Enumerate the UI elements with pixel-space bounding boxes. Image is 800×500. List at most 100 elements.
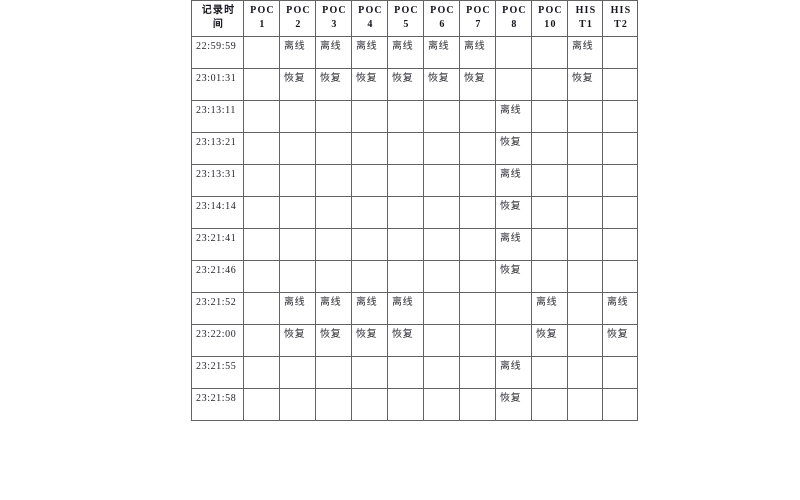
cell-poc5-status xyxy=(387,164,424,197)
cell-poc1-status xyxy=(243,388,280,421)
cell-record-time: 23:21:55 xyxy=(191,356,244,389)
cell-poc10-status xyxy=(531,260,568,293)
cell-record-time: 23:13:11 xyxy=(191,100,244,133)
table-row[interactable]: 23:13:11 离线 xyxy=(191,100,638,133)
cell-poc8-status xyxy=(495,68,532,101)
column-header-hist1[interactable]: HIS T1 xyxy=(567,0,603,37)
column-header-poc5[interactable]: POC 5 xyxy=(387,0,424,37)
cell-poc10-status: 离线 xyxy=(531,292,568,325)
cell-poc5-status xyxy=(387,228,424,261)
cell-poc3-status xyxy=(315,196,352,229)
cell-poc2-status xyxy=(279,356,316,389)
cell-poc8-status: 离线 xyxy=(495,100,532,133)
cell-poc1-status xyxy=(243,132,280,165)
column-header-time[interactable]: 记录时间 xyxy=(191,0,244,37)
cell-hist2-status xyxy=(602,68,638,101)
cell-record-time: 22:59:59 xyxy=(191,36,244,69)
table-body: 22:59:59 离线 离线 离线 离线 离线 离线 离线 23:01:31 恢复 恢复 恢复 恢复 恢复… xyxy=(191,36,638,421)
cell-poc6-status xyxy=(423,164,460,197)
column-header-poc10[interactable]: POC 10 xyxy=(531,0,568,37)
cell-poc3-status xyxy=(315,164,352,197)
cell-poc8-status: 恢复 xyxy=(495,388,532,421)
column-header-line: HIS xyxy=(610,5,632,16)
cell-poc4-status xyxy=(351,196,388,229)
cell-poc3-status xyxy=(315,260,352,293)
cell-poc5-status: 离线 xyxy=(387,292,424,325)
cell-poc6-status xyxy=(423,292,460,325)
column-header-poc2[interactable]: POC 2 xyxy=(279,0,316,37)
cell-poc1-status xyxy=(243,164,280,197)
cell-poc2-status xyxy=(279,388,316,421)
cell-poc4-status: 离线 xyxy=(351,36,388,69)
column-header-poc7[interactable]: POC 7 xyxy=(459,0,496,37)
table-row[interactable]: 23:14:14 恢复 xyxy=(191,196,638,229)
table-row[interactable]: 23:21:58 恢复 xyxy=(191,388,638,421)
cell-poc2-status xyxy=(279,164,316,197)
cell-poc7-status xyxy=(459,196,496,229)
cell-poc2-status: 离线 xyxy=(279,292,316,325)
cell-hist1-status xyxy=(567,388,603,421)
table-row[interactable]: 23:01:31 恢复 恢复 恢复 恢复 恢复 恢复 恢复 xyxy=(191,68,638,101)
column-header-poc4[interactable]: POC 4 xyxy=(351,0,388,37)
cell-record-time: 23:13:21 xyxy=(191,132,244,165)
column-header-line: T2 xyxy=(613,18,629,30)
table-row[interactable]: 22:59:59 离线 离线 离线 离线 离线 离线 离线 xyxy=(191,36,638,69)
cell-poc1-status xyxy=(243,100,280,133)
table-row[interactable]: 23:13:21 恢复 xyxy=(191,132,638,165)
cell-poc7-status xyxy=(459,132,496,165)
column-header-line: HIS xyxy=(575,5,597,16)
cell-record-time: 23:22:00 xyxy=(191,324,244,357)
cell-poc10-status xyxy=(531,228,568,261)
cell-hist1-status xyxy=(567,228,603,261)
column-header-line: 记录时 xyxy=(201,5,236,16)
cell-poc4-status xyxy=(351,260,388,293)
cell-poc6-status xyxy=(423,228,460,261)
cell-poc7-status: 恢复 xyxy=(459,68,496,101)
cell-poc3-status: 恢复 xyxy=(315,324,352,357)
cell-poc4-status xyxy=(351,164,388,197)
cell-record-time: 23:21:52 xyxy=(191,292,244,325)
cell-poc4-status: 恢复 xyxy=(351,68,388,101)
cell-hist2-status: 离线 xyxy=(602,292,638,325)
cell-poc7-status xyxy=(459,100,496,133)
column-header-line: POC xyxy=(466,5,491,16)
column-header-line: 7 xyxy=(475,18,482,30)
cell-poc2-status xyxy=(279,196,316,229)
column-header-line: 3 xyxy=(331,18,338,30)
cell-poc8-status: 恢复 xyxy=(495,132,532,165)
table-row[interactable]: 23:21:41 离线 xyxy=(191,228,638,261)
cell-poc7-status xyxy=(459,228,496,261)
table-row[interactable]: 23:22:00 恢复 恢复 恢复 恢复 恢复 恢复 xyxy=(191,324,638,357)
cell-hist1-status xyxy=(567,132,603,165)
cell-poc10-status xyxy=(531,132,568,165)
cell-poc6-status xyxy=(423,388,460,421)
table-row[interactable]: 23:21:52 离线 离线 离线 离线 离线 离线 xyxy=(191,292,638,325)
table-row[interactable]: 23:21:46 恢复 xyxy=(191,260,638,293)
cell-poc6-status: 离线 xyxy=(423,36,460,69)
table-row[interactable]: 23:21:55 离线 xyxy=(191,356,638,389)
column-header-line: 4 xyxy=(367,18,374,30)
cell-poc2-status: 恢复 xyxy=(279,68,316,101)
cell-poc3-status: 离线 xyxy=(315,292,352,325)
column-header-poc3[interactable]: POC 3 xyxy=(315,0,352,37)
column-header-hist2[interactable]: HIS T2 xyxy=(602,0,638,37)
column-header-line: 间 xyxy=(212,18,225,30)
cell-poc8-status: 离线 xyxy=(495,164,532,197)
cell-poc1-status xyxy=(243,292,280,325)
column-header-poc6[interactable]: POC 6 xyxy=(423,0,460,37)
column-header-line: POC xyxy=(430,5,455,16)
cell-poc6-status xyxy=(423,100,460,133)
cell-poc5-status: 恢复 xyxy=(387,68,424,101)
cell-record-time: 23:13:31 xyxy=(191,164,244,197)
table-row[interactable]: 23:13:31 离线 xyxy=(191,164,638,197)
cell-poc8-status: 恢复 xyxy=(495,260,532,293)
cell-poc5-status xyxy=(387,388,424,421)
cell-poc5-status: 恢复 xyxy=(387,324,424,357)
table-header: 记录时间 POC 1 POC 2 POC 3 POC 4 POC 5 POC 6 POC 7 POC 8 POC 1… xyxy=(191,0,638,37)
column-header-poc8[interactable]: POC 8 xyxy=(495,0,532,37)
cell-hist2-status xyxy=(602,100,638,133)
cell-poc10-status xyxy=(531,68,568,101)
column-header-poc1[interactable]: POC 1 xyxy=(243,0,280,37)
cell-poc6-status xyxy=(423,132,460,165)
cell-poc2-status xyxy=(279,100,316,133)
